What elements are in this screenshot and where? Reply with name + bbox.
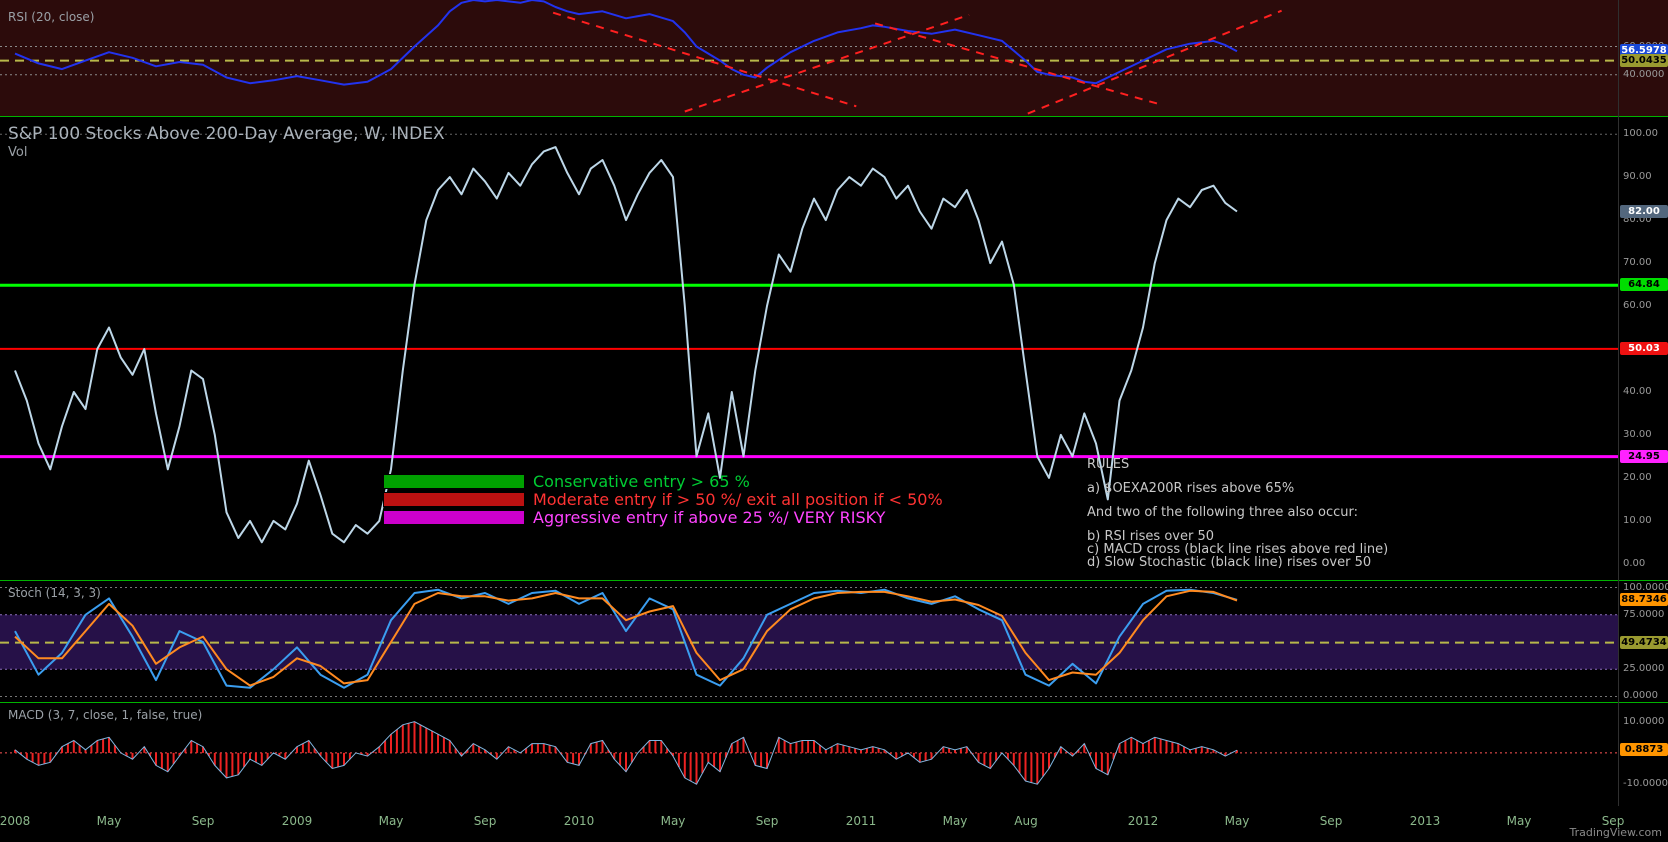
trendline[interactable] xyxy=(684,13,970,113)
stoch-band xyxy=(0,614,1618,670)
axis-tick-label: 90.00 xyxy=(1623,171,1652,182)
legend-label: Aggressive entry if above 25 %/ VERY RIS… xyxy=(533,508,886,527)
time-axis-label: Sep xyxy=(1601,814,1625,828)
macd-indicator-title[interactable]: MACD (3, 7, close, 1, false, true) xyxy=(8,708,203,722)
time-axis-label: Sep xyxy=(1319,814,1343,828)
axis-tick-label: 20.00 xyxy=(1623,472,1652,483)
legend-row-moderate[interactable]: Moderate entry if > 50 %/ exit all posit… xyxy=(383,490,943,509)
trendline[interactable] xyxy=(874,22,1160,106)
time-axis-label: 2011 xyxy=(845,814,877,828)
rsi-line xyxy=(14,0,1238,86)
macd-line xyxy=(14,721,1238,785)
rules-line-a: a) $OEXA200R rises above 65% xyxy=(1087,481,1295,496)
time-axis-label: May xyxy=(1506,814,1532,828)
price-badge: 0.8873 xyxy=(1620,743,1668,756)
legend-label: Conservative entry > 65 % xyxy=(533,472,750,491)
stoch-pane[interactable] xyxy=(0,581,1618,703)
rules-text-block[interactable]: RULES a) $OEXA200R rises above 65% And t… xyxy=(1087,458,1388,569)
pane-separator[interactable] xyxy=(0,580,1668,581)
rules-line-intro: And two of the following three also occu… xyxy=(1087,505,1358,520)
axis-tick-label: 0.0000 xyxy=(1623,690,1658,701)
axis-tick-label: 25.0000 xyxy=(1623,663,1665,674)
legend-swatch-red xyxy=(383,492,525,507)
legend-label: Moderate entry if > 50 %/ exit all posit… xyxy=(533,490,943,509)
axis-tick-label: 100.00 xyxy=(1623,128,1658,139)
axis-tick-label: 70.00 xyxy=(1623,257,1652,268)
price-badge: 49.4734 xyxy=(1620,636,1668,649)
time-axis-label: 2009 xyxy=(281,814,313,828)
time-axis-label: May xyxy=(1224,814,1250,828)
axis-tick-label: 40.0000 xyxy=(1623,69,1665,80)
legend-swatch-magenta xyxy=(383,510,525,525)
price-pane[interactable] xyxy=(0,117,1618,581)
stoch-d-line xyxy=(14,589,1238,687)
legend-swatch-green xyxy=(383,474,525,489)
rules-line-d: d) Slow Stochastic (black line) rises ov… xyxy=(1087,555,1372,570)
price-badge: 56.5978 xyxy=(1620,44,1668,57)
trendline[interactable] xyxy=(1027,9,1282,115)
time-axis-label: Sep xyxy=(191,814,215,828)
axis-tick-label: 75.0000 xyxy=(1623,609,1665,620)
time-axis-label: 2013 xyxy=(1409,814,1441,828)
stoch-k-line xyxy=(14,588,1238,689)
rules-heading: RULES xyxy=(1087,457,1130,472)
tradingview-watermark: TradingView.com xyxy=(1569,826,1662,839)
axis-tick-label: 80.00 xyxy=(1623,214,1652,225)
axis-tick-label: 10.00 xyxy=(1623,515,1652,526)
axis-tick-label: 10.0000 xyxy=(1623,716,1665,727)
rules-line-b: b) RSI rises over 50 xyxy=(1087,529,1215,544)
time-axis-label: 2008 xyxy=(0,814,31,828)
oexa200r-line xyxy=(14,146,1238,544)
rsi-pane[interactable] xyxy=(0,0,1618,117)
time-axis[interactable]: TradingView.com 2008 May Sep 2009 May Sep 2010… xyxy=(0,806,1668,842)
price-badge: 64.84 xyxy=(1620,278,1668,291)
time-axis-label: 2010 xyxy=(563,814,595,828)
time-axis-label: Aug xyxy=(1014,814,1038,828)
legend-row-aggressive[interactable]: Aggressive entry if above 25 %/ VERY RIS… xyxy=(383,508,943,527)
time-axis-label: Sep xyxy=(755,814,779,828)
pane-separator[interactable] xyxy=(0,702,1668,703)
macd-pane[interactable] xyxy=(0,703,1618,806)
entry-rules-legend[interactable]: Conservative entry > 65 % Moderate entry… xyxy=(383,472,943,528)
axis-tick-label: -10.0000 xyxy=(1623,778,1668,789)
pane-separator[interactable] xyxy=(0,116,1668,117)
rsi-indicator-title[interactable]: RSI (20, close) xyxy=(8,10,95,24)
rules-line-c: c) MACD cross (black line rises above re… xyxy=(1087,542,1389,557)
time-axis-label: May xyxy=(378,814,404,828)
price-badge: 88.7346 xyxy=(1620,593,1668,606)
price-scale[interactable]: 60.000040.000056.597850.0435100.0090.008… xyxy=(1618,0,1668,806)
volume-indicator-title[interactable]: Vol xyxy=(8,145,28,160)
price-badge: 82.00 xyxy=(1620,205,1668,218)
axis-tick-label: 0.00 xyxy=(1623,558,1646,569)
price-badge: 24.95 xyxy=(1620,450,1668,463)
axis-tick-label: 30.00 xyxy=(1623,429,1652,440)
time-axis-label: Sep xyxy=(473,814,497,828)
axis-tick-label: 100.0000 xyxy=(1623,582,1668,593)
price-badge: 50.0435 xyxy=(1620,54,1668,67)
time-axis-label: 2012 xyxy=(1127,814,1159,828)
stoch-indicator-title[interactable]: Stoch (14, 3, 3) xyxy=(8,586,101,600)
price-badge: 50.03 xyxy=(1620,342,1668,355)
time-axis-label: May xyxy=(96,814,122,828)
axis-tick-label: 40.00 xyxy=(1623,386,1652,397)
symbol-title: S&P 100 Stocks Above 200-Day Average, W,… xyxy=(8,124,445,144)
legend-row-conservative[interactable]: Conservative entry > 65 % xyxy=(383,472,943,491)
time-axis-label: May xyxy=(660,814,686,828)
rsi-pane-background xyxy=(0,0,1668,116)
axis-tick-label: 60.00 xyxy=(1623,300,1652,311)
trendline[interactable] xyxy=(552,11,857,108)
time-axis-label: May xyxy=(942,814,968,828)
